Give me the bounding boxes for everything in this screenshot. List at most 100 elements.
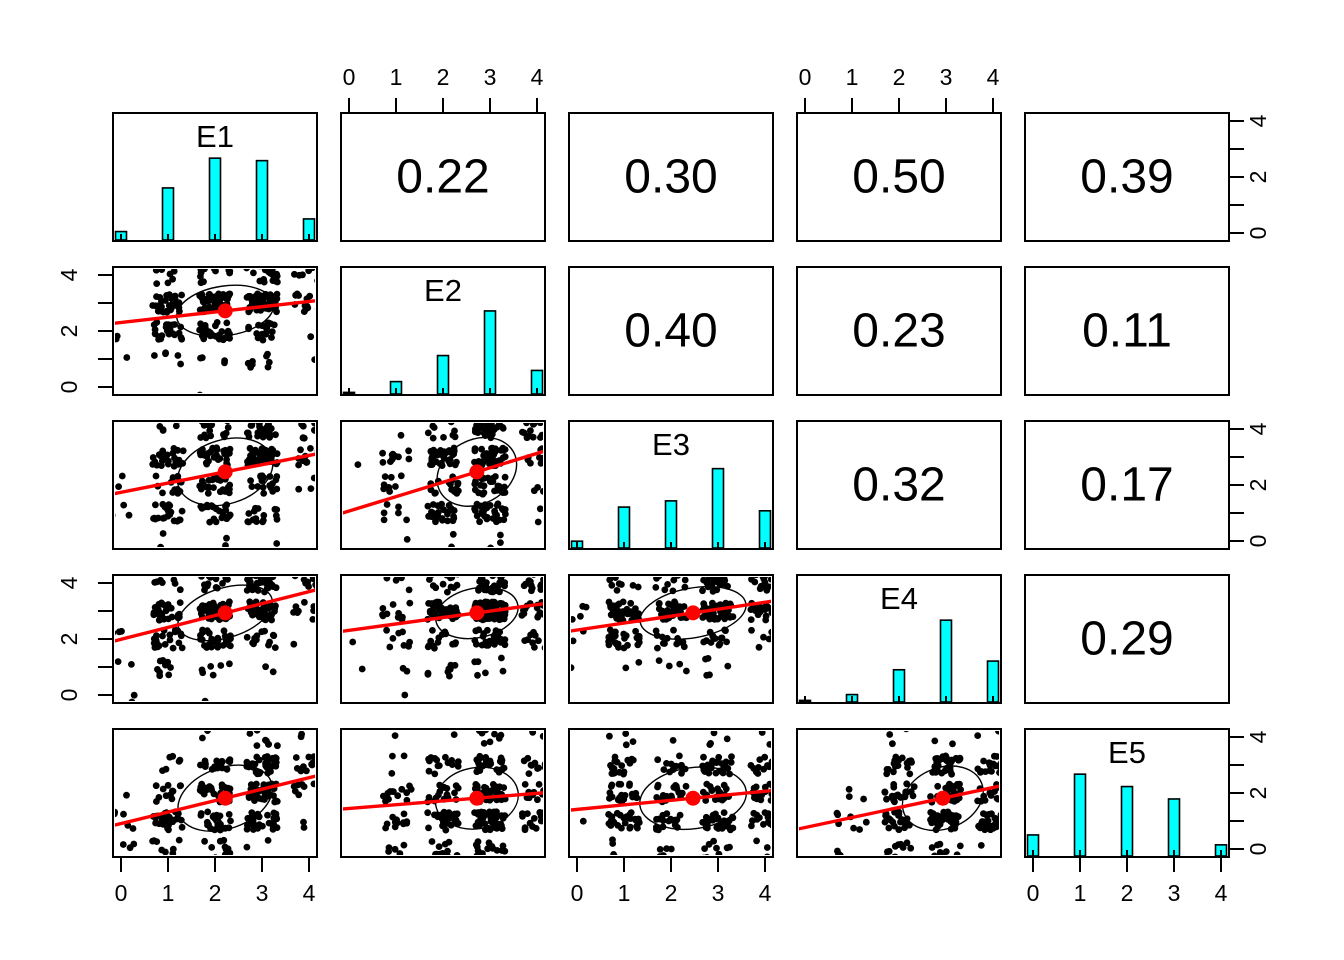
centroid-dot xyxy=(685,790,701,806)
correlation-value: 0.40 xyxy=(624,305,717,358)
regression-line xyxy=(571,599,771,633)
panel-border xyxy=(1024,112,1230,242)
right-axis-tick-label: 0 xyxy=(1245,843,1271,856)
scatter-points xyxy=(354,423,543,547)
histogram-bar xyxy=(1120,785,1134,857)
scatter-panel-E2-vs-E5 xyxy=(340,728,546,858)
top-axis-tick-label: 4 xyxy=(531,64,544,90)
regression-line xyxy=(799,784,999,831)
panel-border xyxy=(1024,266,1230,396)
histogram-bar xyxy=(664,500,678,549)
regression-line xyxy=(115,774,315,827)
bottom-axis-tick-label: 1 xyxy=(1074,880,1087,906)
bottom-axis-tick-label: 3 xyxy=(1168,880,1181,906)
histogram-bar xyxy=(255,159,269,241)
bottom-axis-E5: 0 1 2 3 4 xyxy=(1027,857,1228,906)
scatter-panel-E2-vs-E4 xyxy=(340,574,546,704)
right-axis-tick-label: 4 xyxy=(1245,730,1271,743)
centroid-dot xyxy=(217,605,233,621)
correlation-panel-E1-E5: 0.39 xyxy=(1024,112,1230,242)
right-axis-tick-label: 4 xyxy=(1245,422,1271,435)
left-axis-tick-label: 0 xyxy=(56,689,82,702)
bottom-axis-tick-label: 4 xyxy=(1215,880,1228,906)
panel-border xyxy=(568,574,774,704)
top-axis-tick-label: 3 xyxy=(484,64,497,90)
centroid-dot xyxy=(935,790,951,806)
correlation-value: 0.30 xyxy=(624,151,717,204)
correlation-panel-E2-E4: 0.23 xyxy=(796,266,1002,396)
top-axis-tick-label: 3 xyxy=(940,64,953,90)
bottom-axis-tick-label: 3 xyxy=(256,880,269,906)
panel-title: E5 xyxy=(1108,735,1146,770)
correlation-value: 0.29 xyxy=(1080,613,1173,666)
regression-line xyxy=(343,791,543,811)
panel-title: E3 xyxy=(652,427,690,462)
histogram-bar xyxy=(483,310,497,395)
histogram-panel-E4: E4 xyxy=(796,574,1002,704)
panel-border xyxy=(1024,420,1230,550)
correlation-ellipse xyxy=(434,766,519,830)
correlation-ellipse xyxy=(639,585,747,640)
correlation-ellipse xyxy=(177,764,274,832)
centroid-dot xyxy=(217,790,233,806)
bottom-axis-tick-label: 4 xyxy=(303,880,316,906)
bottom-axis-tick-label: 0 xyxy=(1027,880,1040,906)
histogram-panel-E1: E1 xyxy=(112,112,318,242)
histogram-bar xyxy=(161,187,175,241)
top-axis-tick-label: 1 xyxy=(390,64,403,90)
correlation-ellipse xyxy=(436,436,518,507)
centroid-dot xyxy=(469,605,485,621)
histogram-panel-E5: E5 xyxy=(1024,728,1230,858)
bottom-axis-tick-label: 2 xyxy=(1121,880,1134,906)
bottom-axis-tick-label: 3 xyxy=(712,880,725,906)
correlation-panel-E2-E3: 0.40 xyxy=(568,266,774,396)
correlation-panel-E3-E5: 0.17 xyxy=(1024,420,1230,550)
left-axis-tick-label: 2 xyxy=(56,325,82,338)
histogram-bar xyxy=(939,619,953,703)
right-axis-tick-label: 0 xyxy=(1245,535,1271,548)
regression-line xyxy=(115,588,315,643)
correlation-ellipse xyxy=(176,437,274,507)
bottom-axis-tick-label: 1 xyxy=(162,880,175,906)
left-axis-tick-label: 0 xyxy=(56,381,82,394)
scatter-panel-E2-vs-E3 xyxy=(340,420,546,550)
right-axis-tick-label: 2 xyxy=(1245,787,1271,800)
histogram-panel-E2: E2 xyxy=(340,266,546,396)
left-axis-tick-label: 4 xyxy=(56,268,82,281)
panel-border xyxy=(796,112,1002,242)
scatter-panel-E3-vs-E5 xyxy=(568,728,774,858)
regression-line xyxy=(343,449,543,515)
panel-title: E2 xyxy=(424,273,462,308)
panel-border xyxy=(112,266,318,396)
right-axis-tick-label: 0 xyxy=(1245,227,1271,240)
histogram-bar xyxy=(986,660,1000,703)
right-axis-E1: 0 2 4 xyxy=(1229,114,1271,239)
correlation-value: 0.50 xyxy=(852,151,945,204)
bottom-axis-tick-label: 2 xyxy=(209,880,222,906)
regression-line xyxy=(343,602,543,633)
panel-border xyxy=(340,574,546,704)
correlation-panel-E2-E5: 0.11 xyxy=(1024,266,1230,396)
top-axis-E2: 0 1 2 3 4 xyxy=(343,64,544,113)
top-axis-tick-label: 0 xyxy=(799,64,812,90)
correlation-ellipse xyxy=(177,584,274,642)
right-axis-E5: 0 2 4 xyxy=(1229,730,1271,855)
histogram-panel-E3: E3 xyxy=(568,420,774,550)
bottom-axis-tick-label: 4 xyxy=(759,880,772,906)
scatter-panel-E1-vs-E5 xyxy=(112,728,318,858)
left-axis-E4: 0 2 4 xyxy=(56,576,113,701)
correlation-panel-E1-E2: 0.22 xyxy=(340,112,546,242)
top-axis-tick-label: 4 xyxy=(987,64,1000,90)
panel-border xyxy=(568,112,774,242)
histogram-bar xyxy=(1167,798,1181,857)
regression-line xyxy=(115,452,315,496)
histogram-bar xyxy=(208,157,222,241)
correlation-ellipse xyxy=(639,766,748,831)
correlation-value: 0.32 xyxy=(852,459,945,512)
correlation-value: 0.22 xyxy=(396,151,489,204)
scatter-panel-E4-vs-E5 xyxy=(796,728,1002,858)
panel-border xyxy=(796,420,1002,550)
scatter-panel-E1-vs-E2 xyxy=(112,266,318,396)
correlation-panel-E4-E5: 0.29 xyxy=(1024,574,1230,704)
